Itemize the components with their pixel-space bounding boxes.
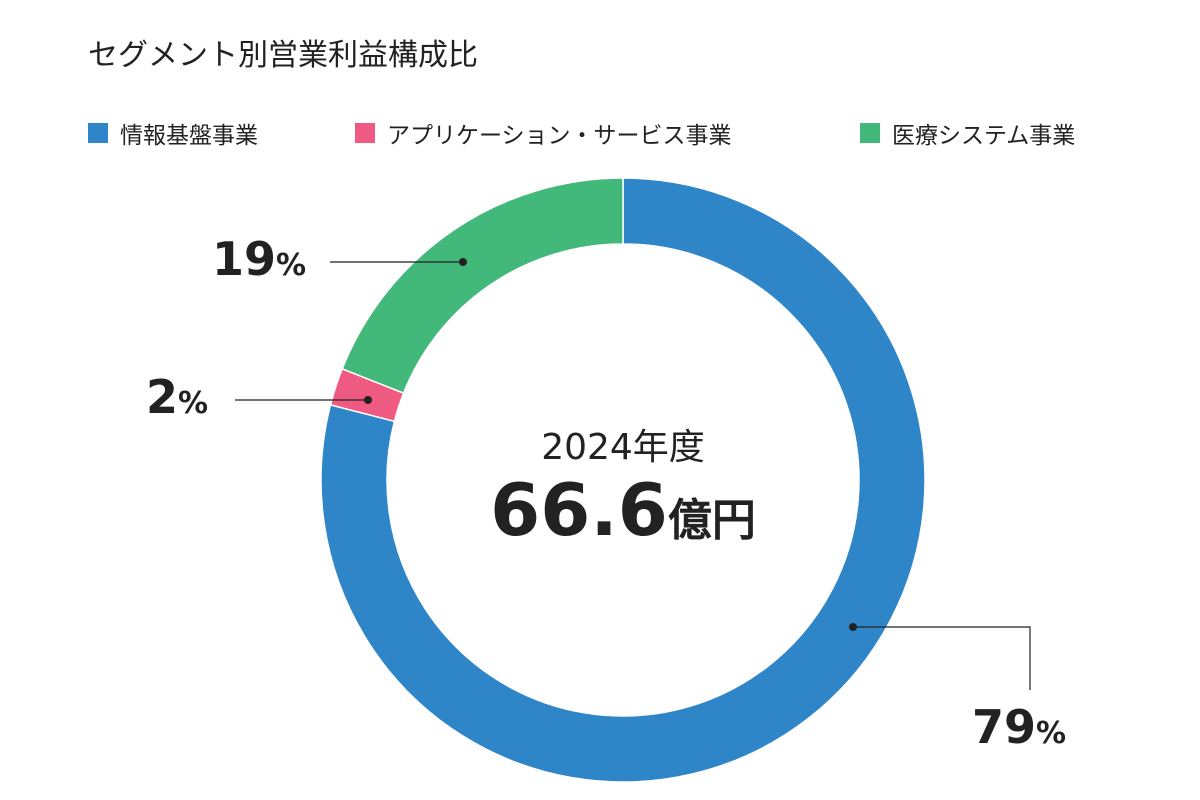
legend-label: 医療システム事業 <box>892 123 1076 149</box>
legend-item-info-infra: 情報基盤事業 <box>88 116 258 150</box>
legend-label: アプリケーション・サービス事業 <box>387 123 732 149</box>
leader-dot-app <box>364 396 372 404</box>
legend-swatch <box>355 123 375 143</box>
slice-info-infra <box>320 177 926 783</box>
chart-title: セグメント別営業利益構成比 <box>88 38 478 73</box>
legend-item-medical: 医療システム事業 <box>860 116 1075 150</box>
leader-dot-info <box>849 623 857 631</box>
slice-medical <box>341 177 624 395</box>
legend-item-app-service: アプリケーション・サービス事業 <box>355 116 732 150</box>
leader-line-info <box>853 626 1031 690</box>
data-label-medical: 19% <box>212 232 307 286</box>
legend-label: 情報基盤事業 <box>120 123 258 149</box>
leader-dot-medical <box>459 258 467 266</box>
center-total: 66.6億円 <box>490 468 756 552</box>
center-year: 2024年度 <box>541 427 705 468</box>
data-label-app: 2% <box>146 370 209 424</box>
legend-swatch <box>860 123 880 143</box>
data-label-info: 79% <box>972 700 1067 754</box>
legend-swatch <box>88 123 108 143</box>
